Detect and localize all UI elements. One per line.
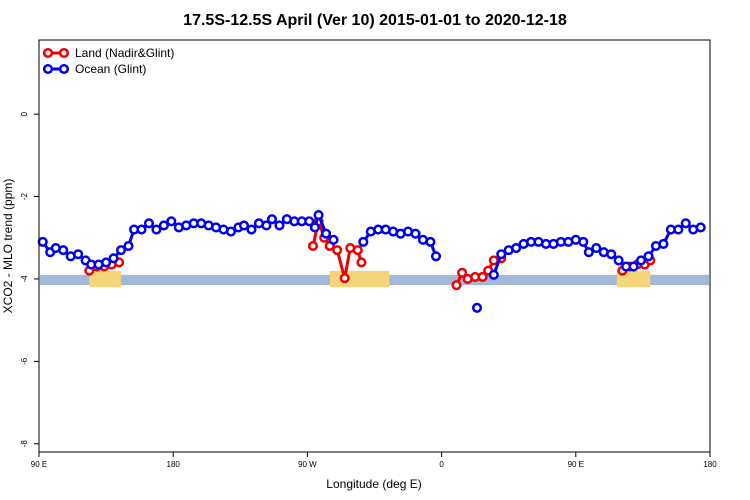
land-region-1 xyxy=(329,270,390,288)
y-tick-label-3: -6 xyxy=(20,357,29,365)
series-ocean-point-3-16 xyxy=(606,249,617,260)
series-layer xyxy=(37,210,706,313)
series-ocean-point-0-38 xyxy=(309,222,320,233)
series-land-point-1-5 xyxy=(339,273,350,284)
series-land-point-2-0 xyxy=(451,280,462,291)
legend-marker-land-a xyxy=(42,47,54,59)
series-ocean-point-3-1 xyxy=(496,249,507,260)
series-ocean-point-3-0 xyxy=(488,269,499,280)
chart-title: 17.5S-12.5S April (Ver 10) 2015-01-01 to… xyxy=(183,12,567,29)
series-ocean-point-0-18 xyxy=(166,216,177,227)
series-ocean-point-2-0 xyxy=(471,302,483,313)
x-tick-label-3: 0 xyxy=(439,460,444,469)
series-ocean-point-3-19 xyxy=(628,261,639,272)
series-ocean-point-3-21 xyxy=(643,251,654,262)
series-ocean xyxy=(37,210,706,313)
series-land-point-2-4 xyxy=(477,271,488,282)
series-land-point-1-8 xyxy=(356,257,367,268)
series-land-point-1-7 xyxy=(352,245,363,256)
series-ocean-point-3-14 xyxy=(591,243,602,254)
y-axis-label: XCO2 - MLO trend (ppm) xyxy=(1,179,15,314)
series-ocean-point-0-28 xyxy=(238,220,250,231)
series-land-point-1-4 xyxy=(332,245,343,256)
legend-marker-ocean-b xyxy=(58,63,70,75)
x-tick-label-5: 180 xyxy=(703,460,717,469)
legend-label-land: Land (Nadir&Glint) xyxy=(75,46,174,60)
series-ocean-point-3-20 xyxy=(635,255,647,266)
y-tick-label-0: 0 xyxy=(20,111,29,116)
legend-label-ocean: Ocean (Glint) xyxy=(75,62,146,76)
series-ocean-point-0-10 xyxy=(108,253,119,264)
series-ocean-point-3-25 xyxy=(673,224,684,235)
series-ocean-point-0-31 xyxy=(261,220,272,231)
series-ocean-point-0-9 xyxy=(101,257,112,268)
series-ocean-point-3-26 xyxy=(680,218,691,229)
x-axis: 90 E 180 90 W 0 90 E 180 xyxy=(31,452,717,469)
x-tick-label-0: 90 E xyxy=(31,460,47,469)
series-ocean-point-0-40 xyxy=(320,228,332,239)
x-tick-label-2: 90 W xyxy=(298,460,317,469)
series-ocean-point-0-3 xyxy=(58,245,69,256)
y-tick-label-2: -4 xyxy=(20,275,29,283)
plot-frame xyxy=(38,39,711,453)
y-tick-label-4: -8 xyxy=(20,440,29,448)
series-ocean-point-0-16 xyxy=(151,224,162,235)
legend-marker-land-b xyxy=(58,47,70,59)
series-ocean-point-0-29 xyxy=(246,224,257,235)
series-ocean-point-0-39 xyxy=(313,210,324,221)
series-ocean-point-0-12 xyxy=(123,240,134,252)
series-ocean-point-0-33 xyxy=(274,220,285,231)
series-ocean-point-0-26 xyxy=(225,226,237,237)
series-ocean-point-0-41 xyxy=(328,234,339,245)
y-axis: 0 -2 -4 -6 -8 xyxy=(20,111,39,447)
land-region-0 xyxy=(89,270,122,288)
x-axis-label: Longitude (deg E) xyxy=(326,477,421,491)
legend-marker-ocean-a xyxy=(42,63,54,75)
series-land-point-1-0 xyxy=(307,240,319,252)
series-ocean-point-1-10 xyxy=(430,251,442,262)
series-ocean-point-1-0 xyxy=(358,236,369,247)
x-tick-label-4: 90 E xyxy=(568,460,584,469)
series-ocean-point-0-15 xyxy=(143,218,155,229)
x-tick-label-1: 180 xyxy=(167,460,181,469)
series-ocean-point-0-0 xyxy=(37,236,48,247)
series-ocean-point-0-5 xyxy=(73,249,84,260)
series-ocean-point-3-3 xyxy=(511,243,522,254)
series-ocean-point-3-12 xyxy=(578,236,589,247)
y-tick-label-1: -2 xyxy=(20,192,29,200)
series-ocean-point-1-9 xyxy=(425,236,436,247)
series-ocean-point-3-17 xyxy=(613,255,624,266)
series-ocean-point-0-11 xyxy=(115,245,127,256)
series-ocean-point-0-37 xyxy=(304,216,315,227)
series-land-point-2-1 xyxy=(457,267,468,278)
series-ocean-point-3-13 xyxy=(583,247,594,258)
series-ocean-point-0-14 xyxy=(136,224,147,235)
series-ocean-point-3-23 xyxy=(658,238,669,249)
series-ocean-point-0-17 xyxy=(158,220,169,231)
series-ocean-point-1-7 xyxy=(410,228,421,239)
series-ocean-point-0-32 xyxy=(266,214,278,225)
series-ocean-point-3-28 xyxy=(695,222,706,233)
legend: Land (Nadir&Glint) Ocean (Glint) xyxy=(42,46,174,76)
